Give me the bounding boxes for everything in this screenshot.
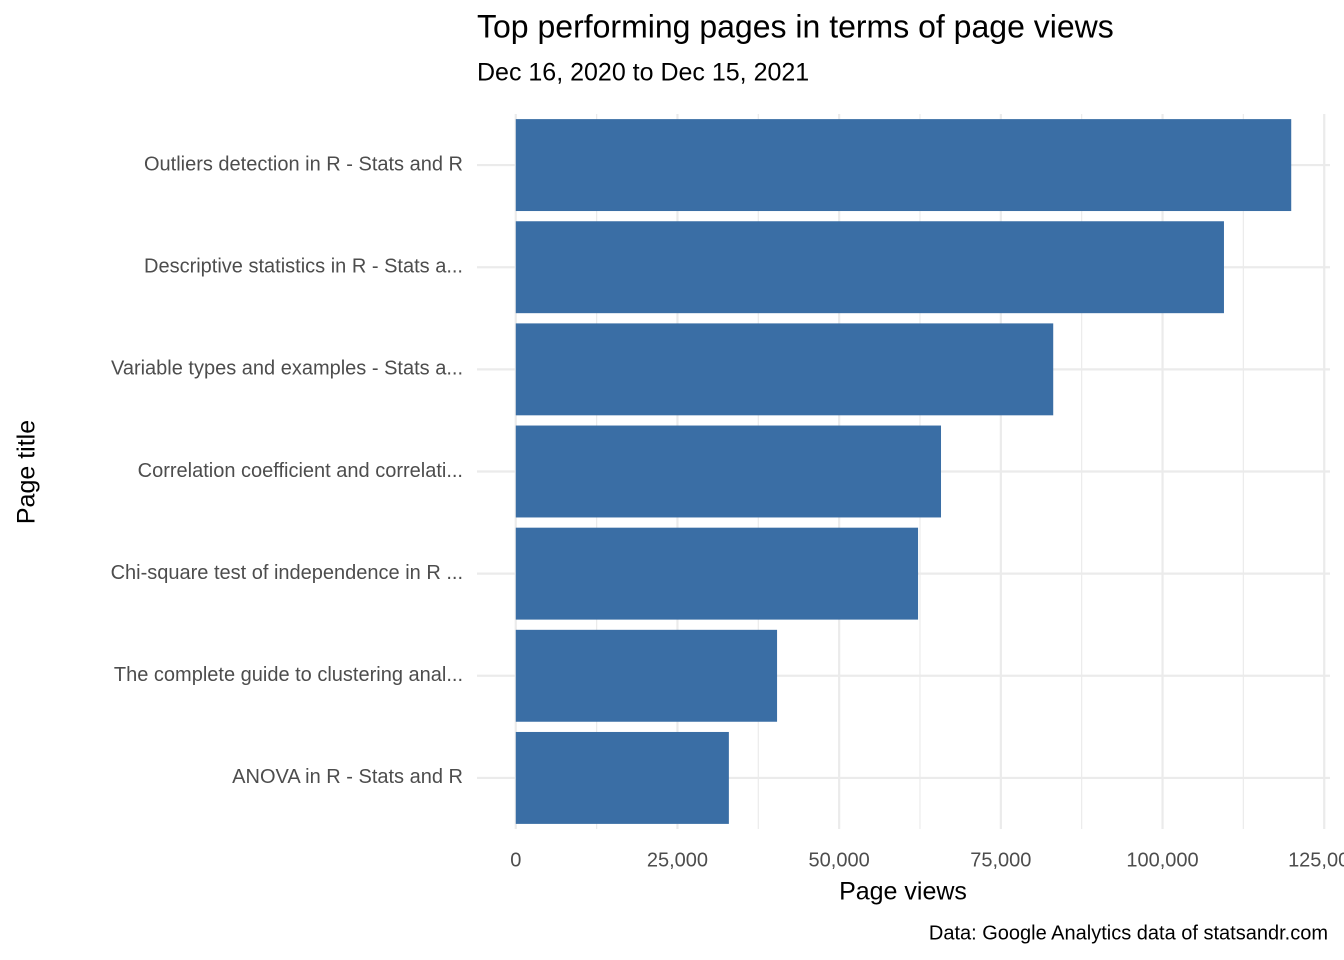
x-tick-label: 50,000 [809,849,870,871]
y-tick-label: Descriptive statistics in R - Stats a... [144,255,463,277]
chart-title: Top performing pages in terms of page vi… [477,8,1114,44]
bar [515,527,919,620]
bar [515,323,1054,416]
bar [515,221,1224,314]
caption: Data: Google Analytics data of statsandr… [929,922,1328,944]
y-axis-label: Page title [13,420,41,524]
y-tick-label: Outliers detection in R - Stats and R [144,153,463,175]
x-tick-label: 125,000 [1288,849,1344,871]
y-tick-label: Correlation coefficient and correlati... [138,460,463,482]
bar [515,731,729,824]
chart-subtitle: Dec 16, 2020 to Dec 15, 2021 [477,59,809,87]
y-tick-label: ANOVA in R - Stats and R [232,766,463,788]
x-axis-label: Page views [839,878,967,906]
x-tick-label: 25,000 [647,849,708,871]
bar [515,425,942,518]
x-tick-label: 75,000 [970,849,1031,871]
bar [515,119,1292,212]
x-tick-label: 100,000 [1126,849,1198,871]
x-tick-label: 0 [510,849,521,871]
y-tick-label: Variable types and examples - Stats a... [111,358,463,380]
y-tick-label: The complete guide to clustering anal... [114,664,463,686]
bar [515,629,778,722]
y-tick-label: Chi-square test of independence in R ... [111,562,463,584]
